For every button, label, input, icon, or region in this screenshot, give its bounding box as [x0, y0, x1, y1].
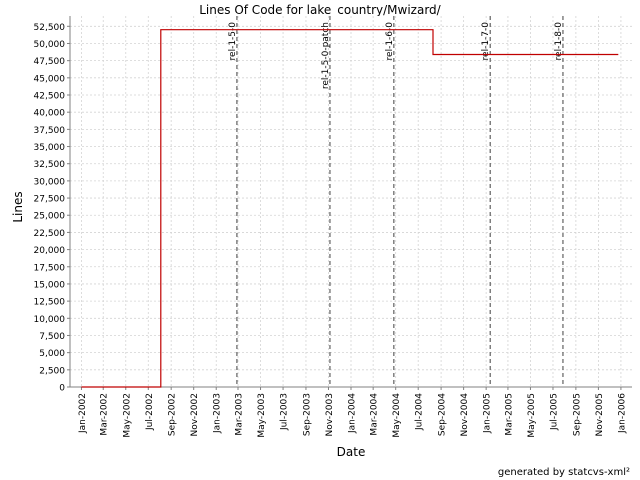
y-tick-label: 12,500: [34, 298, 66, 308]
y-tick-label: 37,500: [34, 126, 66, 136]
x-tick-label: Mar-2003: [235, 393, 245, 436]
x-tick-label: Sep-2005: [572, 393, 582, 436]
y-tick-label: 10,000: [34, 315, 66, 325]
y-tick-label: 32,500: [34, 160, 66, 170]
x-tick-label: Jan-2005: [483, 393, 493, 434]
x-tick-label: May-2003: [257, 393, 267, 438]
x-tick-label: Jan-2006: [617, 393, 627, 434]
loc-series-line: [81, 29, 619, 388]
footer-credit: generated by statcvs-xml²: [498, 467, 630, 478]
y-tick-label: 50,000: [34, 40, 66, 50]
x-tick-label: Nov-2004: [460, 393, 470, 437]
x-tick-label: Sep-2004: [438, 393, 448, 436]
y-tick-label: 25,000: [34, 212, 66, 222]
x-tick-label: Mar-2002: [100, 393, 110, 436]
x-tick-label: May-2002: [122, 393, 132, 438]
x-tick-label: Sep-2002: [168, 393, 178, 436]
x-tick-label: Jul-2003: [280, 393, 290, 431]
release-marker-label: rel-1-5-0: [228, 22, 238, 61]
y-tick-label: 22,500: [34, 229, 66, 239]
y-tick-label: 2,500: [39, 366, 65, 376]
release-marker-label: rel-1-6-0: [385, 22, 395, 61]
x-tick-label: Nov-2002: [190, 393, 200, 436]
x-tick-label: Jul-2004: [415, 393, 425, 431]
chart-title: Lines Of Code for lake_country/Mwizard/: [199, 3, 441, 17]
release-marker-label: rel-1-5-0-patch: [321, 22, 331, 89]
y-tick-label: 7,500: [39, 332, 65, 342]
plot-area: 0 2,500 5,000 7,500 10,000 12,500 15,000 17,500…: [34, 16, 632, 438]
x-tick-label: Nov-2005: [595, 393, 605, 436]
x-tick-label: Jan-2002: [78, 393, 88, 434]
y-tick-label: 47,500: [34, 57, 66, 67]
x-axis-label: Date: [337, 445, 366, 459]
y-tick-label: 30,000: [34, 177, 66, 187]
y-axis-label: Lines: [11, 191, 25, 222]
x-tick-label: Jan-2004: [348, 393, 358, 434]
y-tick-label: 40,000: [34, 109, 66, 119]
release-marker-label: rel-1-7-0: [481, 22, 491, 61]
y-tick-label: 45,000: [34, 74, 66, 84]
x-tick-label: Nov-2003: [325, 393, 335, 436]
y-tick-label: 5,000: [39, 349, 65, 359]
y-tick-label: 35,000: [34, 143, 66, 153]
y-tick-label: 0: [59, 384, 65, 394]
x-tick-label: Jul-2005: [549, 393, 559, 431]
x-tick-label: Jan-2003: [213, 393, 223, 434]
y-tick-label: 52,500: [34, 23, 66, 33]
y-tick-label: 42,500: [34, 92, 66, 102]
y-tick-label: 15,000: [34, 280, 66, 290]
x-tick-label: May-2005: [527, 393, 537, 438]
x-tick-label: Sep-2003: [302, 393, 312, 436]
x-tick-label: Mar-2004: [370, 393, 380, 436]
y-tick-label: 20,000: [34, 246, 66, 256]
y-tick-label: 27,500: [34, 195, 66, 205]
x-tick-label: May-2004: [392, 393, 402, 438]
y-tick-label: 17,500: [34, 263, 66, 273]
release-marker-label: rel-1-8-0: [554, 22, 564, 61]
x-tick-label: Mar-2005: [504, 393, 514, 436]
x-tick-label: Jul-2002: [145, 393, 155, 431]
